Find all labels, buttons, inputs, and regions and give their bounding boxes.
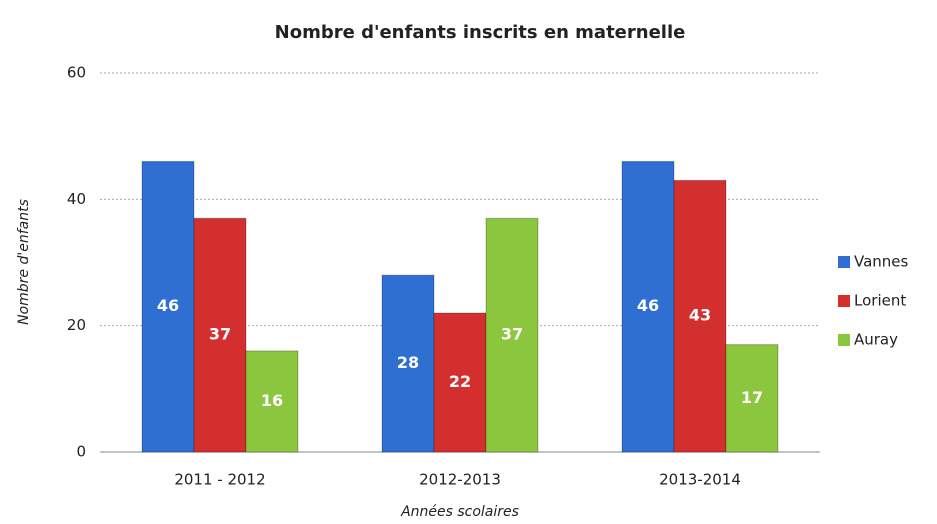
bar (621, 160, 675, 453)
bar (381, 274, 435, 453)
y-tick-label: 0 (76, 443, 86, 461)
x-axis-label: Années scolaires (400, 504, 519, 520)
bar (725, 344, 779, 453)
bar (141, 160, 195, 453)
data-label: 43 (689, 306, 711, 325)
data-label: 22 (449, 372, 471, 391)
y-tick-label: 40 (67, 190, 86, 208)
x-tick-label: 2011 - 2012 (174, 471, 265, 489)
y-axis-label: Nombre d'enfants (16, 199, 32, 325)
bar (673, 179, 727, 453)
bar (485, 217, 539, 453)
legend-label: Auray (854, 331, 898, 349)
bar (245, 350, 299, 453)
legend-swatch (838, 334, 850, 346)
chart-title: Nombre d'enfants inscrits en maternelle (275, 22, 686, 43)
y-tick-label: 20 (67, 316, 86, 334)
data-label: 16 (261, 391, 283, 410)
legend-swatch (838, 295, 850, 307)
legend-swatch (838, 256, 850, 268)
bar (433, 312, 487, 453)
x-tick-label: 2013-2014 (659, 471, 741, 489)
x-tick-label: 2012-2013 (419, 471, 501, 489)
data-label: 37 (209, 325, 231, 344)
legend-label: Lorient (854, 292, 906, 310)
bar (193, 217, 247, 453)
data-label: 46 (637, 296, 659, 315)
data-label: 46 (157, 296, 179, 315)
legend-label: Vannes (854, 253, 909, 271)
y-tick-label: 60 (67, 64, 86, 82)
data-label: 37 (501, 325, 523, 344)
data-label: 17 (741, 388, 763, 407)
data-label: 28 (397, 353, 419, 372)
